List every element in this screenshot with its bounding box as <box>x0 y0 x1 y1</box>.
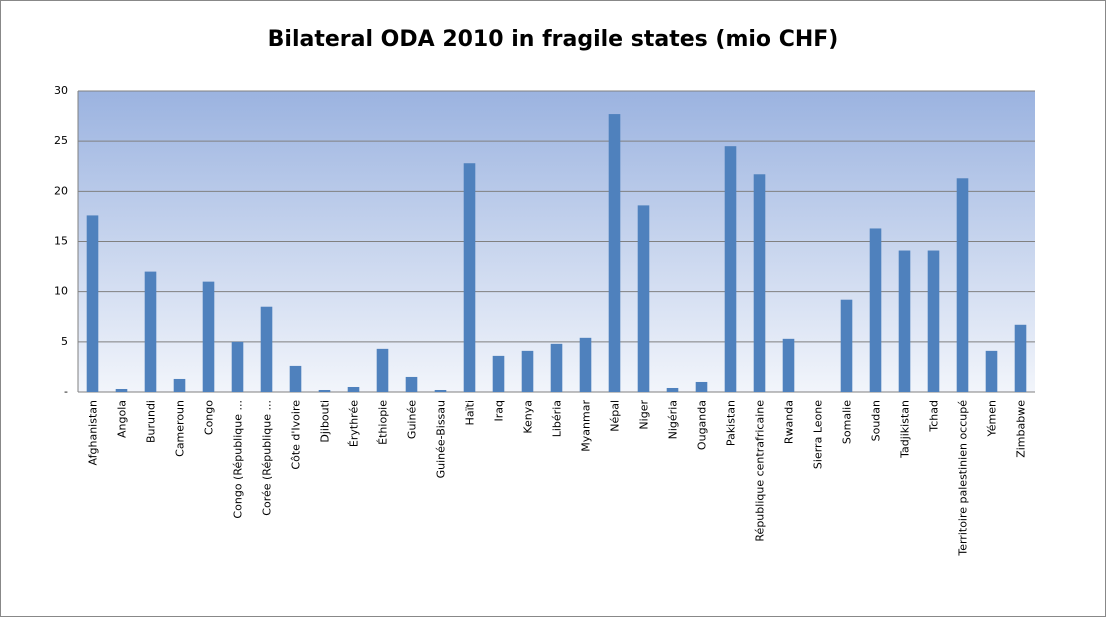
bar <box>782 338 795 392</box>
x-tick-label: Haïti <box>464 400 477 425</box>
x-tick-label: Djibouti <box>319 400 332 443</box>
x-tick-label: Territoire palestinien occupé <box>957 400 970 557</box>
bar <box>666 387 679 392</box>
bar <box>1014 324 1027 392</box>
bar <box>695 381 708 392</box>
bar <box>86 215 99 392</box>
bar <box>318 389 331 392</box>
x-tick-label: Yémen <box>986 400 999 438</box>
x-tick-label: Libéria <box>551 400 564 437</box>
x-tick-label: Éthiopie <box>377 400 390 445</box>
x-tick-label: Iraq <box>493 400 506 422</box>
bar <box>840 299 853 392</box>
x-tick-label: Cameroun <box>174 400 187 457</box>
bar <box>579 337 592 392</box>
bar <box>927 250 940 392</box>
bar <box>173 378 186 392</box>
x-tick-label: Guinée-Bissau <box>435 400 448 478</box>
x-tick-label: Ouganda <box>696 400 709 450</box>
bar <box>724 146 737 392</box>
bar <box>347 386 360 392</box>
x-tick-label: Tchad <box>928 400 941 433</box>
y-tick-label: 30 <box>54 84 68 97</box>
bar <box>956 178 969 392</box>
x-tick-label: Tadjikistan <box>899 400 912 459</box>
bar <box>376 348 389 392</box>
y-tick-label: 15 <box>54 235 68 248</box>
x-tick-label: Somalie <box>841 400 854 444</box>
x-tick-label: Myanmar <box>580 400 593 452</box>
bar <box>492 355 505 392</box>
y-tick-label: 25 <box>54 134 68 147</box>
x-tick-label: Corée (République ... <box>261 400 274 516</box>
x-tick-label: Burundi <box>145 400 158 443</box>
x-tick-label: Sierra Leone <box>812 400 825 469</box>
y-tick-label: 10 <box>54 285 68 298</box>
bar <box>521 350 534 392</box>
x-tick-label: Soudan <box>870 400 883 441</box>
x-tick-label: Congo (République ... <box>232 400 245 519</box>
bar <box>289 365 302 392</box>
bar <box>985 350 998 392</box>
chart-title: Bilateral ODA 2010 in fragile states (mi… <box>268 27 839 52</box>
x-tick-label: Niger <box>638 400 651 430</box>
y-tick-label: - <box>64 385 68 398</box>
x-tick-label: Érythrée <box>348 400 361 447</box>
bar <box>463 163 476 392</box>
bar <box>637 205 650 392</box>
y-tick-label: 5 <box>61 335 68 348</box>
bar <box>231 341 244 392</box>
x-tick-label: Guinée <box>406 400 419 439</box>
x-tick-label: Pakistan <box>725 400 738 446</box>
x-tick-label: Congo <box>203 400 216 435</box>
bar <box>144 271 157 392</box>
x-tick-label: Angola <box>116 400 129 438</box>
bar <box>869 228 882 392</box>
bar <box>202 281 215 392</box>
bar <box>260 306 273 392</box>
bar <box>608 114 621 393</box>
bar <box>434 389 447 392</box>
x-tick-label: Népal <box>609 400 622 432</box>
y-tick-label: 20 <box>54 184 68 197</box>
bar <box>115 388 128 392</box>
x-tick-label: Zimbabwe <box>1015 400 1028 458</box>
bar <box>550 343 563 392</box>
x-tick-label: Kenya <box>522 400 535 434</box>
x-tick-label: Rwanda <box>783 400 796 444</box>
x-tick-label: Côte d'Ivoire <box>290 400 303 470</box>
bar <box>753 174 766 392</box>
x-tick-label: Afghanistan <box>87 400 100 466</box>
x-tick-label: Nigéria <box>667 400 680 439</box>
bar <box>405 376 418 392</box>
bar <box>898 250 911 392</box>
x-tick-label: République centrafricaine <box>754 400 767 542</box>
